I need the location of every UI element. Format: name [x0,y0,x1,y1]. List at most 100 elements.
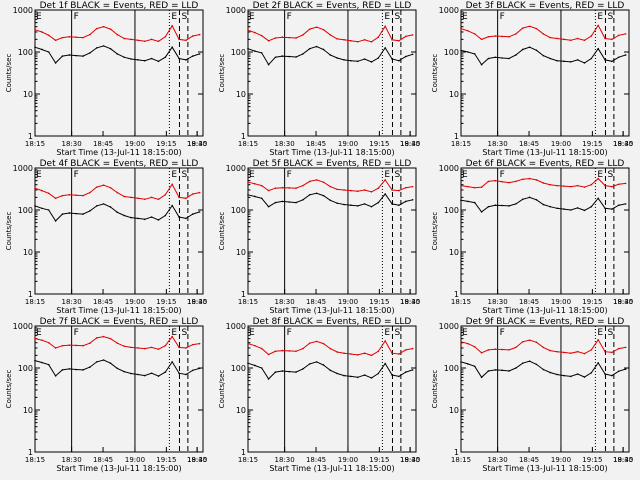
lld-point [501,348,503,351]
x-tick-label: 19:15 [156,140,176,148]
events-point [171,46,173,49]
lld-point [102,25,105,28]
events-point [501,369,503,372]
lld-point [377,187,380,190]
events-point [535,363,538,366]
lld-point [528,177,531,180]
lld-point [535,179,538,181]
events-point [34,46,36,49]
events-point [398,204,400,207]
events-point [164,371,167,373]
events-point [82,55,84,57]
events-point [198,53,201,55]
lld-point [288,187,290,189]
lld-point [329,185,332,188]
lld-point [54,347,57,349]
events-point [384,47,387,49]
events-point [460,49,462,52]
events-point [377,57,380,59]
events-point [501,57,503,59]
x-tick-label: 19:00 [338,298,358,306]
lld-point [75,344,77,347]
events-point [363,203,366,205]
lld-point [116,342,119,344]
lld-point [267,189,270,192]
x-tick-label: 19:15 [369,140,389,148]
x-axis-label: Start Time (13-Jul-11 18:15:00) [482,306,607,315]
lld-point [295,37,297,39]
lld-point [95,337,98,339]
events-point [624,203,627,205]
events-point [569,209,572,211]
lld-point [515,346,517,349]
lld-point [391,189,393,191]
lld-point [535,27,538,30]
plot-frame [247,167,417,295]
lld-point [150,38,153,41]
y-tick-label: 1 [241,132,246,141]
lld-point [315,340,318,343]
lld-point [329,347,332,350]
events-point [47,209,50,211]
lld-point [398,189,400,192]
lld-point [508,349,510,351]
events-point [528,360,531,363]
events-point [487,370,490,372]
x-tick-label: 18:45 [93,456,113,464]
marker-label-f: F [500,170,505,180]
events-point [247,194,249,196]
events-point [274,371,277,373]
x-tick-label: 19:00 [551,140,571,148]
events-point [302,368,304,370]
x-tick-label: 19:30 [400,140,420,148]
x-tick-label: 19:00 [125,456,145,464]
events-point [336,372,338,375]
marker-label-f: F [74,12,79,22]
events-point [123,214,125,217]
events-point [89,52,91,54]
y-axis-label: Counts/sec [218,54,226,93]
lld-point [157,198,160,201]
lld-point [274,187,277,190]
panel-title: Det 4f BLACK = Events, RED = LLD [40,159,199,169]
events-point [267,205,270,208]
events-point [549,57,551,60]
events-point [75,212,77,215]
lld-point [563,351,565,354]
y-tick-label: 10 [449,406,459,415]
x-tick-label: 19:30 [613,140,633,148]
lld-point [315,26,318,28]
lld-point [350,39,352,42]
lld-point [404,349,407,351]
marker-label-e2: E [171,328,177,338]
x-tick-label: 18:30 [488,298,508,306]
events-point [617,56,620,59]
x-tick-label: 18:30 [488,140,508,148]
x-tick-label: 18:45 [93,298,113,306]
events-point [288,370,290,373]
events-point [164,214,167,217]
events-point [54,220,57,222]
y-tick-label: 100 [18,48,33,57]
y-tick-label: 100 [231,48,246,57]
events-point [542,368,545,371]
events-point [494,56,497,59]
x-tick-label: 18:30 [488,456,508,464]
y-tick-label: 1000 [439,164,459,173]
y-tick-label: 1000 [226,322,246,331]
events-point [494,369,497,371]
plot-frame [460,167,630,295]
marker-label-s: S [607,12,613,22]
lld-point [54,39,57,42]
events-point [576,373,579,375]
events-point [597,47,599,50]
lld-point [281,349,284,352]
x-tick-label: 19:30 [187,456,207,464]
lld-point [377,36,380,39]
x-axis-label: Start Time (13-Jul-11 18:15:00) [56,306,181,315]
events-point [130,372,132,375]
x-axis-label: Start Time (13-Jul-11 18:15:00) [482,148,607,157]
events-point [549,371,551,374]
panel-title: Det 9f BLACK = Events, RED = LLD [466,317,625,327]
x-tick-label: 18:45 [519,456,539,464]
